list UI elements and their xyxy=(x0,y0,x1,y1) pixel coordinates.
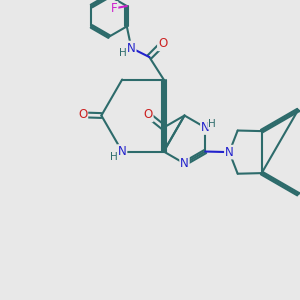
Text: H: H xyxy=(119,48,127,59)
Text: N: N xyxy=(180,157,189,170)
Text: F: F xyxy=(111,2,118,15)
Text: N: N xyxy=(225,146,234,159)
Text: H: H xyxy=(208,119,216,129)
Text: N: N xyxy=(118,145,127,158)
Text: H: H xyxy=(110,152,118,162)
Text: O: O xyxy=(158,37,167,50)
Text: O: O xyxy=(78,108,87,122)
Text: O: O xyxy=(143,108,153,122)
Text: N: N xyxy=(201,121,210,134)
Text: N: N xyxy=(127,41,136,55)
